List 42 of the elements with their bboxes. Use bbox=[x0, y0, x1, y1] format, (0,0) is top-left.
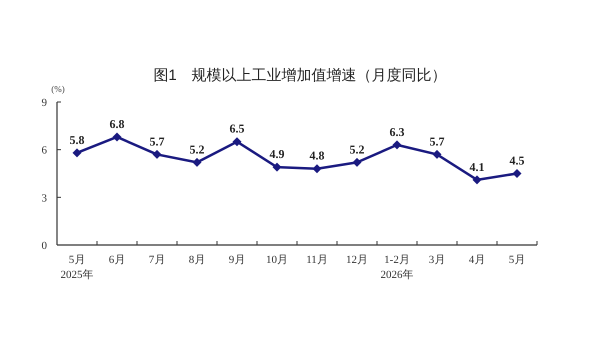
data-label: 5.2 bbox=[350, 142, 364, 156]
point bbox=[112, 132, 122, 142]
point bbox=[272, 162, 282, 172]
chart-title: 图1 规模以上工业增加值增速（月度同比） bbox=[153, 67, 447, 84]
y-tick-label: 9 bbox=[42, 97, 48, 109]
data-label: 4.1 bbox=[470, 160, 484, 174]
x-tick-label: 7月 bbox=[148, 254, 166, 266]
data-label: 4.8 bbox=[310, 148, 324, 163]
point bbox=[192, 158, 202, 167]
x-tick-label: 5月 bbox=[508, 254, 526, 266]
data-label: 5.8 bbox=[70, 132, 84, 147]
y-tick-label: 0 bbox=[42, 240, 48, 252]
point bbox=[392, 140, 402, 150]
point bbox=[72, 148, 82, 158]
data-label: 6.5 bbox=[230, 122, 244, 136]
data-label: 4.5 bbox=[510, 154, 524, 168]
data-label: 6.8 bbox=[110, 116, 124, 131]
x-tick-label: 11月 bbox=[306, 254, 328, 266]
x-tick-label: 8月 bbox=[188, 254, 206, 266]
data-label: 5.7 bbox=[150, 134, 164, 148]
point bbox=[432, 150, 442, 159]
x-tick-label: 10月 bbox=[266, 254, 288, 266]
data-label: 5.2 bbox=[190, 142, 204, 156]
x-tick-label: 1-2月 2026年 bbox=[380, 254, 414, 281]
data-label: 5.7 bbox=[430, 134, 444, 148]
data-label: 6.3 bbox=[390, 124, 404, 139]
data-label: 4.9 bbox=[270, 147, 284, 162]
y-tick-label: 6 bbox=[42, 144, 48, 157]
point bbox=[512, 169, 522, 178]
x-tick-label: 5月 2025年 bbox=[60, 254, 94, 281]
y-axis-title: (%) bbox=[51, 84, 65, 94]
x-tick-label: 9月 bbox=[228, 254, 246, 266]
x-tick-label: 6月 bbox=[108, 254, 126, 266]
point bbox=[152, 150, 162, 159]
x-tick-label: 12月 bbox=[346, 254, 368, 266]
y-tick-label: 3 bbox=[42, 192, 48, 204]
x-tick-label: 3月 bbox=[428, 254, 446, 266]
point bbox=[352, 158, 362, 167]
x-tick-label: 4月 bbox=[468, 254, 486, 266]
point bbox=[312, 164, 322, 174]
point bbox=[472, 175, 482, 184]
point bbox=[232, 137, 242, 146]
